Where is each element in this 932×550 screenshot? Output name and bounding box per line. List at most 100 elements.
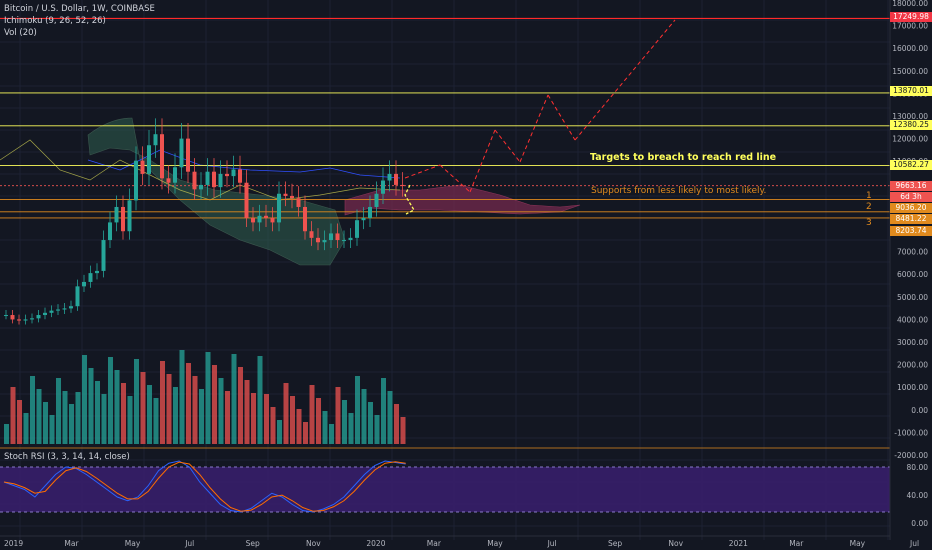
candle-body <box>186 138 190 172</box>
candle-body <box>199 184 203 190</box>
stoch-legend[interactable]: Stoch RSI (3, 3, 14, 14, close) <box>4 452 130 462</box>
candle-body <box>322 240 327 243</box>
candle-body <box>387 173 392 181</box>
volume-bar <box>212 365 217 444</box>
price-pill-17249: 17249.98 <box>890 12 932 22</box>
targets-annotation: Targets to breach to reach red line <box>590 152 777 163</box>
candle-body <box>296 198 301 207</box>
volume-bar <box>348 413 354 444</box>
volume-legend[interactable]: Vol (20) <box>4 28 37 38</box>
volume-bar <box>283 383 289 444</box>
volume-bar <box>36 389 42 444</box>
ichimoku-cloud-green <box>87 117 346 266</box>
candle-body <box>147 145 151 174</box>
time-tick-label: Jul <box>547 539 557 548</box>
price-tick-label: 5000.00 <box>897 293 928 302</box>
candle-body <box>114 206 119 223</box>
volume-bar <box>374 415 380 444</box>
time-tick-label: Mar <box>427 539 442 548</box>
volume-bar <box>400 417 406 444</box>
volume-bar <box>140 372 146 444</box>
price-tick-label: 4000.00 <box>897 315 928 324</box>
volume-bar <box>153 398 159 444</box>
volume-bar <box>199 389 204 444</box>
candle-body <box>225 173 229 177</box>
candle-body <box>4 315 8 317</box>
candle-body <box>329 233 333 241</box>
candle-body <box>270 218 275 223</box>
countdown-pill: 6d 3h <box>890 192 932 202</box>
volume-bar <box>218 378 224 444</box>
supports-annotation: Supports from less likely to most likely… <box>591 186 767 196</box>
volume-bar <box>114 370 120 444</box>
price-tick-label: 0.00 <box>911 406 928 415</box>
candle-body <box>95 270 99 274</box>
projection-segment <box>574 19 676 141</box>
volume-bar <box>355 376 360 444</box>
candle-body <box>101 240 106 271</box>
price-tick-label: 1000.00 <box>897 383 928 392</box>
volume-bar <box>394 404 399 444</box>
candle-body <box>348 237 353 241</box>
symbol-legend[interactable]: Bitcoin / U.S. Dollar, 1W, COINBASE <box>4 4 155 14</box>
candle-body <box>88 273 93 282</box>
volume-bar <box>49 415 55 444</box>
volume-bar <box>205 352 211 444</box>
volume-bar <box>69 404 74 444</box>
candle-body <box>17 319 21 321</box>
candle-body <box>400 184 405 187</box>
volume-bar <box>264 394 269 444</box>
candle-body <box>160 134 164 179</box>
time-tick-label: Sep <box>246 539 260 548</box>
volume-bar <box>186 363 191 444</box>
volume-bar <box>166 374 172 444</box>
time-tick-label: Mar <box>64 539 79 548</box>
volume-bar <box>257 356 263 444</box>
volume-bar <box>62 391 68 444</box>
candle-body <box>127 200 132 232</box>
projection-segment <box>519 94 549 163</box>
price-pill-8203: 8203.74 <box>890 226 932 236</box>
candle-body <box>56 309 60 311</box>
candle-body <box>290 195 294 199</box>
volume-bar <box>43 402 48 444</box>
support-arc <box>404 184 415 215</box>
time-tick-label: 2020 <box>366 539 385 548</box>
time-tick-label: May <box>850 539 866 548</box>
ichimoku-legend[interactable]: Ichimoku (9, 26, 52, 26) <box>4 16 106 26</box>
volume-bar <box>244 380 250 444</box>
projection-segment <box>404 164 441 179</box>
ichimoku-base-line <box>87 149 401 179</box>
volume-bar <box>290 396 295 444</box>
candle-body <box>140 160 145 174</box>
support-2-label: 2 <box>866 202 872 212</box>
candle-body <box>244 182 249 218</box>
time-tick-label: 2019 <box>4 539 23 548</box>
candle-body <box>212 171 216 188</box>
candle-body <box>192 171 197 190</box>
candle-body <box>342 240 346 242</box>
candle-body <box>231 169 236 177</box>
time-tick-label: 2021 <box>729 539 748 548</box>
candle-body <box>49 310 54 313</box>
volume-bar <box>75 392 81 444</box>
volume-bar <box>82 355 87 444</box>
volume-bar <box>121 383 126 444</box>
candle-body <box>309 231 314 238</box>
time-tick-label: May <box>487 539 503 548</box>
candle-body <box>43 312 47 316</box>
volume-bar <box>361 389 367 444</box>
volume-bar <box>231 354 237 444</box>
stoch-tick-label: 40.00 <box>907 491 929 500</box>
price-tick-label: 13000.00 <box>892 112 928 121</box>
candle-body <box>283 193 288 196</box>
volume-bar <box>329 424 334 444</box>
volume-bar <box>342 400 347 444</box>
candle-body <box>62 308 67 310</box>
candle-body <box>361 218 366 221</box>
price-pill-9663: 9663.16 <box>890 181 932 191</box>
volume-bar <box>10 387 16 444</box>
volume-bar <box>296 409 302 444</box>
